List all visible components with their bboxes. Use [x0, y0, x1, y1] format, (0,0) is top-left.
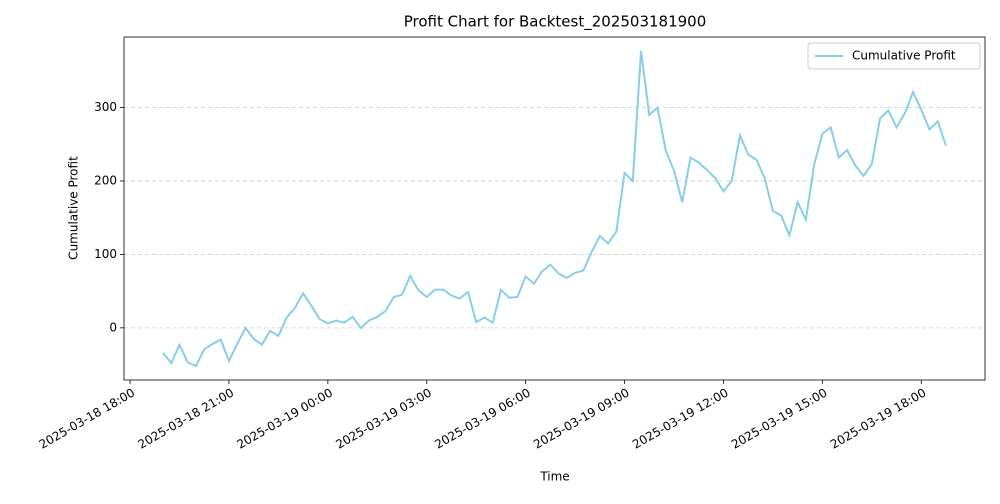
y-tick-label: 300 [94, 100, 117, 114]
x-tick-label: 2025-03-19 09:00 [531, 386, 632, 452]
chart-title: Profit Chart for Backtest_202503181900 [404, 13, 707, 32]
y-tick-label: 0 [109, 320, 117, 334]
x-tick-label: 2025-03-18 21:00 [136, 386, 237, 452]
legend-label: Cumulative Profit [852, 49, 956, 63]
x-tick-label: 2025-03-19 03:00 [333, 386, 434, 452]
x-tick-label: 2025-03-19 15:00 [729, 386, 830, 452]
x-tick-label: 2025-03-19 00:00 [234, 386, 335, 452]
line-series [162, 50, 947, 368]
x-axis-label: Time [539, 470, 569, 484]
x-tick-label: 2025-03-19 06:00 [432, 386, 533, 452]
x-tick-label: 2025-03-18 18:00 [37, 386, 138, 452]
legend-box [807, 42, 981, 70]
x-tick-label: 2025-03-19 12:00 [630, 386, 731, 452]
y-axis-label: Cumulative Profit [67, 156, 81, 260]
y-tick-label: 100 [94, 247, 117, 261]
plot-frame [123, 36, 986, 381]
x-tick-label: 2025-03-19 18:00 [828, 386, 929, 452]
legend: Cumulative Profit [807, 42, 981, 70]
y-tick-label: 200 [94, 173, 117, 187]
